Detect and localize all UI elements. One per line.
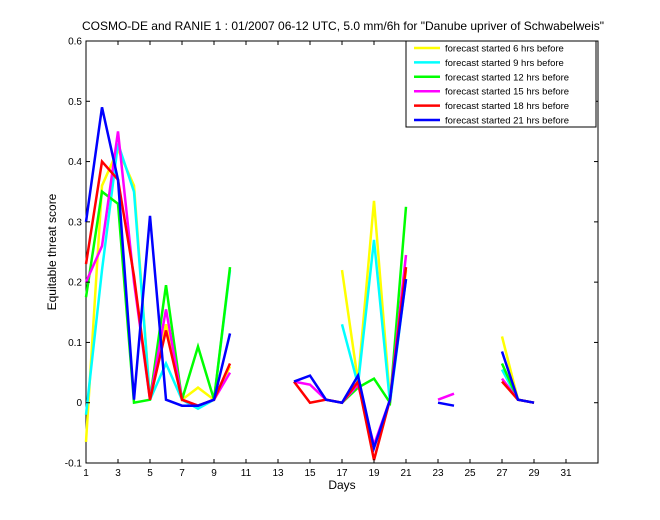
legend-entry: forecast started 15 hrs before — [445, 87, 569, 98]
x-tick-label: 13 — [272, 468, 284, 479]
y-tick-label: 0.2 — [68, 278, 82, 289]
legend-box — [405, 40, 597, 128]
y-axis-label: Equitable threat score — [45, 193, 59, 310]
x-tick-label: 19 — [368, 468, 380, 479]
legend-entry: forecast started 21 hrs before — [445, 116, 569, 127]
series-segment — [84, 143, 232, 415]
series-line — [84, 107, 535, 453]
y-tick-label: -0.1 — [65, 459, 83, 470]
y-tick-label: 0.1 — [68, 338, 82, 349]
x-tick-label: 31 — [560, 468, 572, 479]
y-axis: -0.1 0 0.1 0.2 0.3 0.4 0.5 0.6 — [65, 37, 598, 470]
series-segment — [84, 107, 232, 407]
y-tick-label: 0.4 — [68, 157, 82, 168]
series-segment — [500, 351, 535, 404]
series-segment — [293, 278, 408, 453]
x-tick-label: 11 — [241, 468, 252, 479]
x-tick-label: 5 — [147, 468, 153, 479]
chart-title: COSMO-DE and RANIE 1 : 01/2007 06-12 UTC… — [82, 19, 604, 33]
x-axis-label: Days — [328, 478, 355, 492]
series-group — [84, 107, 535, 461]
series-segment — [437, 401, 455, 407]
y-tick-label: 0 — [76, 398, 82, 409]
legend-entry: forecast started 9 hrs before — [445, 58, 564, 69]
series-segment — [341, 206, 408, 407]
series-segment — [437, 392, 455, 401]
y-tick-label: 0.3 — [68, 217, 82, 228]
x-tick-label: 7 — [179, 468, 185, 479]
legend: forecast started 6 hrs before forecast st… — [405, 40, 597, 128]
legend-entry: forecast started 6 hrs before — [445, 44, 564, 55]
legend-entry: forecast started 18 hrs before — [445, 101, 569, 112]
y-tick-label: 0.6 — [68, 37, 82, 48]
x-tick-label: 25 — [464, 468, 476, 479]
x-tick-label: 27 — [496, 468, 508, 479]
x-tick-label: 17 — [336, 468, 348, 479]
x-tick-label: 3 — [115, 468, 121, 479]
x-tick-label: 29 — [528, 468, 540, 479]
series-segment — [84, 189, 232, 405]
legend-entry: forecast started 12 hrs before — [445, 72, 569, 83]
x-tick-label: 9 — [211, 468, 217, 479]
x-tick-label: 21 — [400, 468, 412, 479]
y-tick-label: 0.5 — [68, 97, 82, 108]
x-tick-label: 15 — [304, 468, 316, 479]
x-tick-label: 1 — [83, 468, 89, 479]
x-tick-label: 23 — [432, 468, 444, 479]
